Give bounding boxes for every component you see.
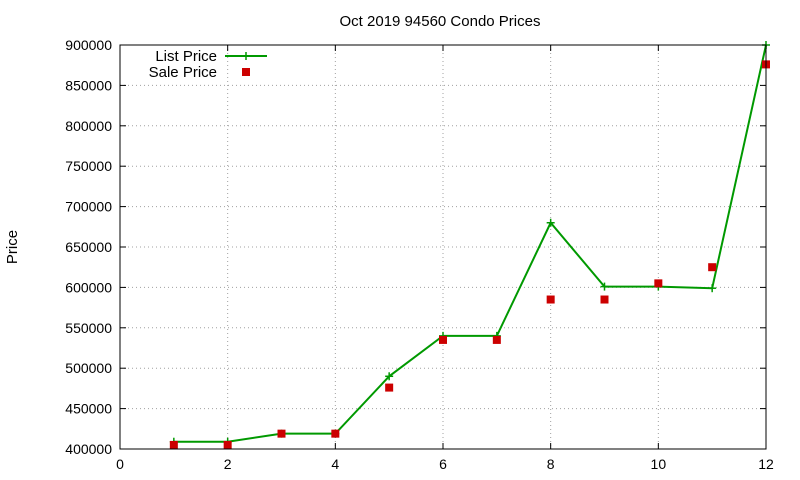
list-price-point	[708, 284, 717, 293]
axis-ticks: 0 2 4 6 8 10 12 400000 450000 500000 550000 600000 6…	[65, 37, 774, 472]
legend-swatch-sale-price	[242, 68, 250, 76]
grid-lines	[120, 45, 766, 449]
chart-title: Oct 2019 94560 Condo Prices	[340, 13, 541, 30]
sale-price-point	[600, 295, 609, 304]
data-series	[169, 41, 770, 449]
legend-marker-list-price	[242, 52, 250, 60]
sale-price-point	[331, 429, 340, 438]
sale-price-point	[654, 279, 663, 288]
y-tick-label: 600000	[65, 279, 112, 295]
x-tick-label: 12	[758, 456, 774, 472]
x-tick-label: 0	[116, 456, 124, 472]
sale-price-point	[223, 440, 232, 449]
list-price-line	[173, 44, 767, 443]
y-tick-label: 900000	[65, 37, 112, 53]
list-price-point	[546, 218, 555, 227]
legend-label-list-price: List Price	[155, 48, 217, 65]
sale-price-point	[385, 383, 394, 392]
sale-price-point	[439, 335, 447, 344]
x-tick-label: 8	[547, 456, 555, 472]
y-tick-label: 550000	[65, 320, 112, 336]
list-price-point	[385, 372, 394, 381]
x-tick-label: 4	[331, 456, 339, 472]
y-axis-label: Price	[4, 230, 21, 264]
sale-price-point	[546, 295, 555, 304]
x-tick-label: 2	[224, 456, 232, 472]
sale-price-point	[708, 263, 717, 272]
plot-area-border	[119, 44, 767, 450]
sale-price-point	[492, 335, 501, 344]
y-tick-label: 700000	[65, 199, 112, 215]
y-tick-label: 500000	[65, 360, 112, 376]
x-tick-label: 6	[439, 456, 447, 472]
y-tick-label: 450000	[65, 401, 112, 417]
sale-price-point	[277, 429, 286, 438]
sale-price-point	[169, 440, 178, 449]
y-tick-label: 800000	[65, 118, 112, 134]
x-tick-label: 10	[651, 456, 667, 472]
list-price-point	[600, 282, 609, 291]
legend-label-sale-price: Sale Price	[149, 64, 217, 81]
y-tick-label: 650000	[65, 239, 112, 255]
y-tick-label: 850000	[65, 77, 112, 93]
y-tick-label: 400000	[65, 441, 112, 457]
y-tick-label: 750000	[65, 158, 112, 174]
